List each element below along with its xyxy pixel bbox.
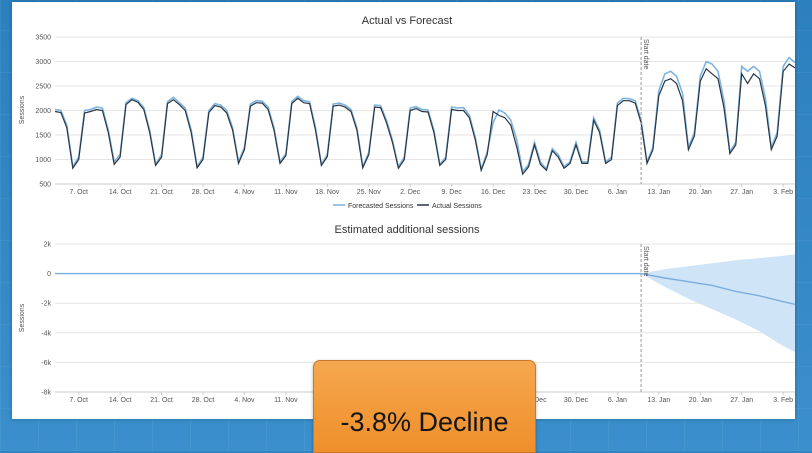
bottom-x-tick-label: 13. Jan	[647, 397, 670, 404]
top-x-tick-label: 4. Nov	[234, 189, 255, 196]
bottom-y-tick-label: -4k	[41, 330, 51, 337]
bottom-x-tick-label: 3. Feb	[773, 397, 793, 404]
top-x-tick-label: 20. Jan	[689, 189, 712, 196]
top-y-tick-label: 3500	[35, 35, 51, 42]
charts-svg: Actual vs Forecast Sessions 500 1000 1500 2…	[19, 15, 795, 404]
top-x-tick-label: 7. Oct	[69, 189, 88, 196]
top-x-tick-label: 14. Oct	[109, 189, 132, 196]
bottom-x-tick-label: 20. Jan	[689, 397, 712, 404]
confidence-band	[641, 254, 795, 353]
top-x-tick-label: 30. Dec	[564, 189, 589, 196]
top-x-tick-label: 25. Nov	[357, 189, 382, 196]
top-y-axis-label: Sessions	[19, 95, 26, 124]
top-x-tick-label: 11. Nov	[274, 189, 298, 196]
top-chart-title: Actual vs Forecast	[362, 15, 452, 27]
top-y-tick-label: 2000	[35, 108, 51, 115]
bottom-x-tick-label: 14. Oct	[109, 397, 132, 404]
top-x-tick-label: 13. Jan	[647, 189, 670, 196]
top-y-tick-label: 3000	[35, 59, 51, 66]
decline-callout-text: -3.8% Decline	[340, 407, 509, 437]
bottom-start-date-label: Start date	[642, 246, 649, 276]
bottom-y-tick-label: -6k	[41, 360, 51, 367]
bottom-x-tick-label: 27. Jan	[730, 397, 753, 404]
bottom-x-tick-label: 6. Jan	[608, 397, 627, 404]
top-x-tick-label: 23. Dec	[522, 189, 547, 196]
legend-forecast-label: Forecasted Sessions	[348, 203, 414, 210]
legend-actual-label: Actual Sessions	[432, 203, 482, 210]
bottom-x-tick-label: 11. Nov	[274, 397, 298, 404]
top-y-tick-label: 500	[39, 182, 51, 189]
estimated-effect-line	[640, 272, 795, 306]
bottom-x-tick-label: 7. Oct	[69, 397, 88, 404]
top-y-tick-label: 2500	[35, 84, 51, 91]
forecasted-sessions-line	[54, 56, 795, 174]
bottom-y-axis-label: Sessions	[19, 303, 26, 332]
charts-panel: Actual vs Forecast Sessions 500 1000 1500 2…	[12, 2, 795, 419]
top-x-tick-label: 21. Oct	[150, 189, 173, 196]
top-x-tick-label: 18. Nov	[315, 189, 340, 196]
bottom-y-tick-label: -8k	[41, 390, 51, 397]
bottom-chart-title: Estimated additional sessions	[335, 224, 480, 236]
bottom-x-tick-label: 4. Nov	[234, 397, 255, 404]
top-start-date-label: Start date	[642, 39, 649, 69]
top-x-tick-label: 6. Jan	[608, 189, 627, 196]
bottom-x-tick-label: 21. Oct	[150, 397, 173, 404]
bottom-y-tick-label: -2k	[41, 301, 51, 308]
top-y-tick-label: 1500	[35, 133, 51, 140]
top-y-tick-label: 1000	[35, 157, 51, 164]
bottom-x-tick-label: 30. Dec	[564, 397, 589, 404]
top-x-tick-label: 2. Dec	[400, 189, 421, 196]
top-x-tick-label: 3. Feb	[773, 189, 793, 196]
bottom-y-tick-label: 2k	[44, 242, 52, 249]
top-x-tick-label: 28. Oct	[192, 189, 215, 196]
bottom-x-tick-label: 28. Oct	[192, 397, 215, 404]
bottom-y-tick-label: 0	[47, 271, 51, 278]
actual-sessions-line	[54, 63, 795, 176]
top-x-tick-label: 27. Jan	[730, 189, 753, 196]
decline-callout: -3.8% Decline	[313, 360, 536, 453]
top-x-tick-label: 16. Dec	[481, 189, 506, 196]
top-x-tick-label: 9. Dec	[442, 189, 463, 196]
